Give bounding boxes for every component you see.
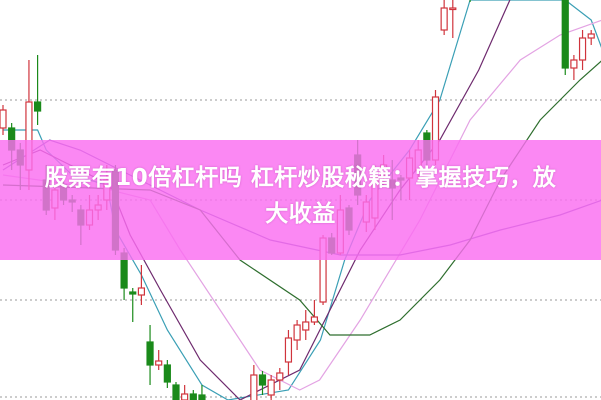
candle-down [172, 384, 180, 400]
candle-up [293, 324, 301, 341]
candle-down [561, 0, 569, 69]
candle-up [250, 374, 258, 400]
candle-up [155, 360, 163, 366]
candle-down [189, 393, 197, 400]
candle-up [267, 379, 275, 396]
candle-up [578, 37, 587, 61]
candle-up [587, 33, 595, 39]
candle-down [258, 374, 267, 386]
candle-down [129, 291, 137, 295]
candle-up [284, 337, 293, 363]
candle-down [163, 364, 171, 383]
candle-down [33, 101, 42, 112]
candle-up [310, 316, 318, 323]
candle-up [181, 393, 189, 400]
candle-down [198, 394, 206, 400]
candle-up [570, 59, 578, 69]
headline-line-1: 股票有10倍杠杆吗 杠杆炒股秘籍：掌握技巧，放 [44, 165, 557, 191]
headline-banner [0, 140, 601, 260]
candle-up [137, 287, 145, 296]
headline: 股票有10倍杠杆吗 杠杆炒股秘籍：掌握技巧，放 大收益 [0, 160, 601, 232]
candle-up [276, 372, 284, 381]
headline-line-2: 大收益 [265, 201, 336, 227]
candle-up [0, 109, 7, 129]
candle-up [440, 7, 448, 31]
candle-up [302, 321, 310, 331]
candle-down [146, 341, 154, 366]
candle-up [449, 7, 457, 11]
